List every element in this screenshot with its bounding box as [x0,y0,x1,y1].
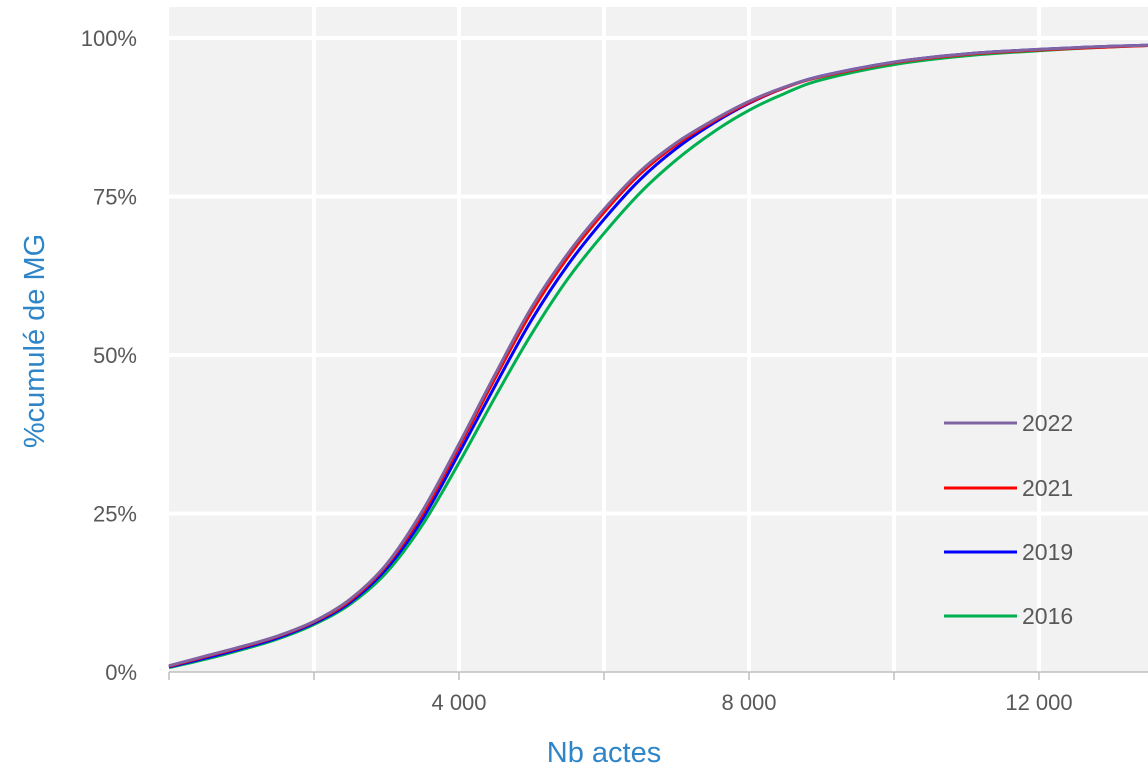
y-tick-label: 75% [93,185,137,210]
x-tick-label: 4 000 [431,690,486,715]
legend-label-2019: 2019 [1022,539,1073,565]
series-line-2022 [168,43,1148,668]
series-group [168,43,1148,670]
y-tick-label: 100% [81,26,137,51]
y-tick-label: 0% [105,660,137,685]
legend-label-2022: 2022 [1022,410,1073,436]
legend: 2022 2021 2019 2016 [944,410,1073,629]
x-tick-label: 12 000 [1005,690,1072,715]
x-axis: 4 000 8 000 12 000 [168,671,1148,715]
y-axis: 0% 25% 50% 75% 100% [81,26,137,685]
plot-area [169,7,1148,672]
legend-label-2016: 2016 [1022,603,1073,629]
y-tick-label: 50% [93,343,137,368]
x-axis-title: Nb actes [547,737,661,769]
grid [169,7,1148,672]
y-tick-label: 25% [93,502,137,527]
y-axis-title: %cumulé de MG [19,234,51,448]
legend-label-2021: 2021 [1022,475,1073,501]
x-tick-label: 8 000 [721,690,776,715]
